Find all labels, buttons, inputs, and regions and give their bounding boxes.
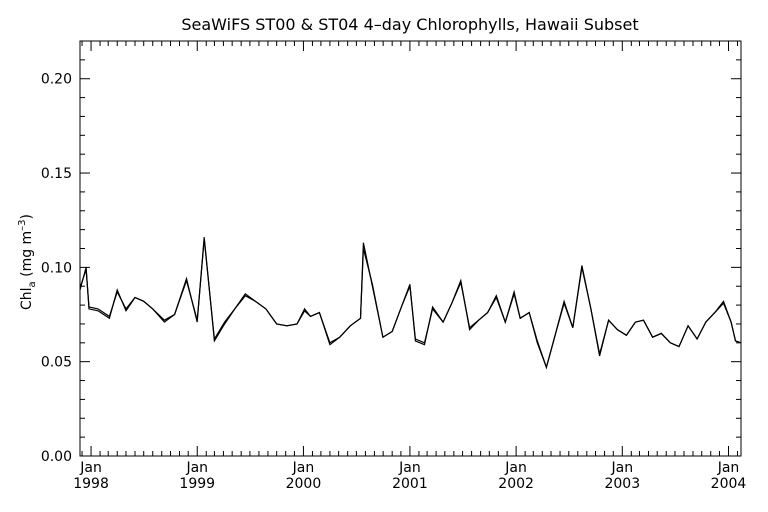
x-tick-label-year: 2002 [498, 476, 534, 492]
svg-text:Chla (mg m–3): Chla (mg m–3) [17, 214, 38, 310]
x-tick-label-year: 2004 [711, 476, 747, 492]
y-axis-title-main: Chl [19, 287, 35, 310]
y-axis-title-unit-close: ) [19, 214, 35, 219]
y-axis-title-sub: a [27, 281, 38, 287]
y-axis-title-unit-sup: –3 [17, 219, 28, 230]
y-tick-label: 0.20 [41, 72, 72, 88]
x-tick-label-month: Jan [185, 460, 208, 476]
plot-frame [79, 40, 742, 457]
ticks-layer [80, 40, 741, 457]
x-tick-label-year: 2003 [604, 476, 640, 492]
x-tick-label-year: 2001 [392, 476, 428, 492]
x-tick-label-month: Jan [611, 460, 634, 476]
y-tick-label: 0.05 [41, 355, 72, 371]
x-tick-label-year: 2000 [286, 476, 322, 492]
y-tick-label: 0.15 [41, 166, 72, 182]
x-tick-label-month: Jan [398, 460, 421, 476]
x-tick-label-year: 1999 [179, 476, 215, 492]
series-line-2 [79, 239, 742, 370]
chart-title: SeaWiFS ST00 & ST04 4–day Chlorophylls, … [181, 15, 638, 34]
y-tick-label: 0.10 [41, 260, 72, 276]
x-tick-label-month: Jan [79, 460, 102, 476]
x-tick-label-month: Jan [504, 460, 527, 476]
y-tick-label: 0.00 [41, 449, 72, 465]
x-tick-label-month: Jan [292, 460, 315, 476]
x-tick-label-month: Jan [717, 460, 740, 476]
y-axis-title: Chla (mg m–3) [17, 214, 38, 310]
series-layer [79, 237, 742, 370]
x-tick-label-year: 1998 [73, 476, 109, 492]
y-axis-title-unit-open: (mg m [19, 231, 35, 282]
tick-labels-layer: 0.000.050.100.150.20Jan1998Jan1999Jan200… [41, 72, 747, 492]
